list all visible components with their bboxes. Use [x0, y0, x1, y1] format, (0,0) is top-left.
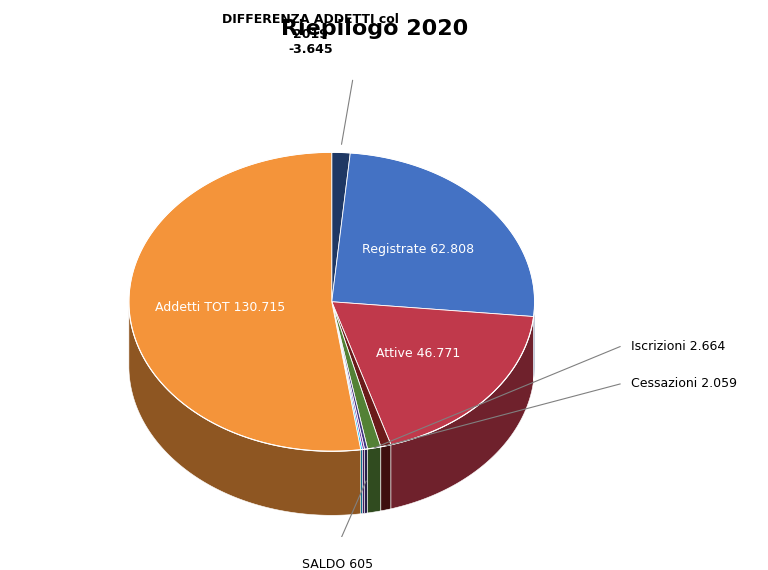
Polygon shape: [332, 302, 368, 449]
Text: Registrate 62.808: Registrate 62.808: [362, 243, 474, 256]
Polygon shape: [332, 153, 535, 316]
Polygon shape: [332, 302, 362, 450]
Text: Cessazioni 2.059: Cessazioni 2.059: [631, 377, 737, 390]
Text: Iscrizioni 2.664: Iscrizioni 2.664: [631, 340, 725, 353]
Polygon shape: [365, 449, 368, 514]
Polygon shape: [129, 304, 361, 515]
Text: DIFFERENZA ADDETTI col
2019
-3.645: DIFFERENZA ADDETTI col 2019 -3.645: [222, 13, 399, 56]
Text: SALDO 605: SALDO 605: [302, 558, 372, 570]
Polygon shape: [332, 302, 391, 447]
Polygon shape: [381, 445, 391, 511]
Polygon shape: [129, 152, 361, 451]
Polygon shape: [391, 316, 534, 509]
Polygon shape: [332, 302, 534, 445]
Text: Riepilogo 2020: Riepilogo 2020: [281, 19, 468, 39]
Polygon shape: [332, 152, 350, 302]
Polygon shape: [332, 302, 381, 449]
Polygon shape: [362, 449, 365, 514]
Polygon shape: [361, 450, 362, 514]
Polygon shape: [368, 447, 381, 513]
Polygon shape: [332, 302, 365, 450]
Text: Attive 46.771: Attive 46.771: [376, 347, 460, 360]
Text: Addetti TOT 130.715: Addetti TOT 130.715: [155, 301, 286, 314]
Polygon shape: [534, 302, 535, 381]
